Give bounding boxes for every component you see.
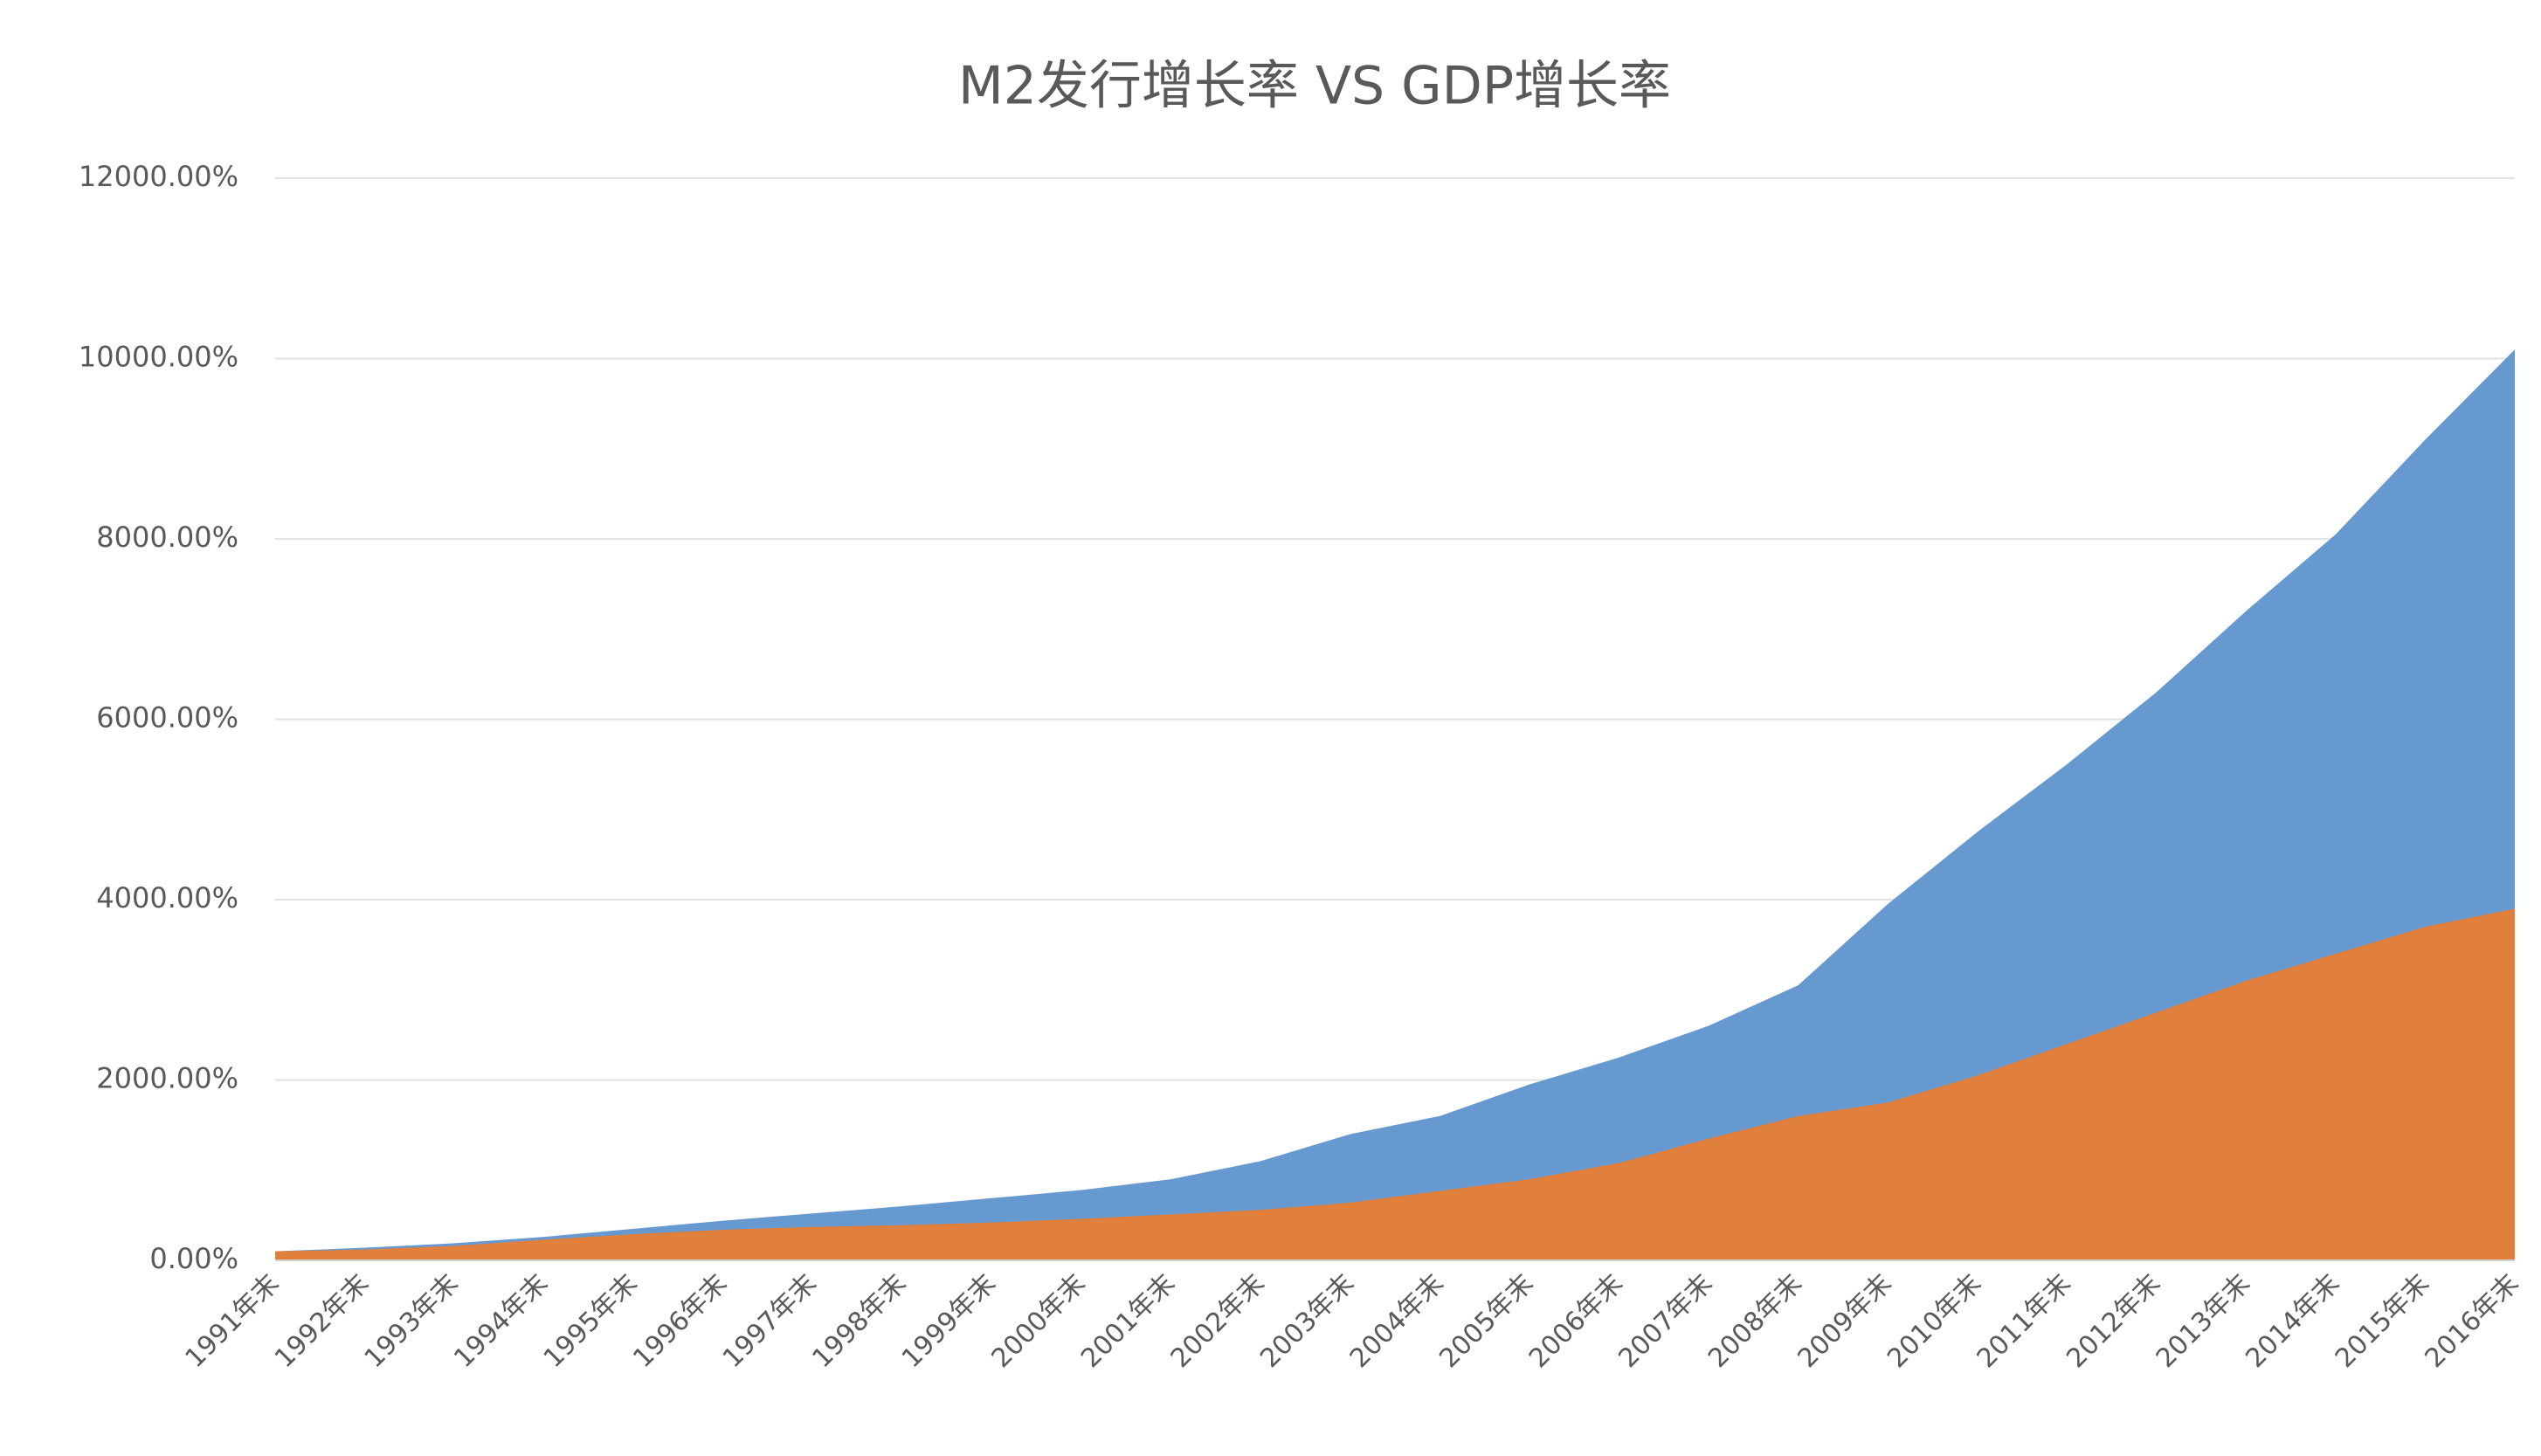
y-tick-label: 12000.00% bbox=[79, 160, 238, 193]
x-tick-label: 2014年末 bbox=[2240, 1268, 2345, 1374]
x-tick-label: 1997年末 bbox=[717, 1268, 823, 1374]
x-tick-label: 2008年末 bbox=[1702, 1268, 1808, 1374]
x-tick-label: 2015年末 bbox=[2330, 1268, 2435, 1374]
x-tick-label: 2003年末 bbox=[1254, 1268, 1360, 1374]
x-tick-label: 2013年末 bbox=[2151, 1268, 2256, 1374]
chart-title: M2发行增长率 VS GDP增长率 bbox=[958, 56, 1671, 117]
x-tick-label: 2011年末 bbox=[1971, 1268, 2077, 1374]
y-tick-label: 4000.00% bbox=[96, 881, 238, 914]
x-tick-label: 2007年末 bbox=[1612, 1268, 1718, 1374]
x-tick-label: 2004年末 bbox=[1344, 1268, 1450, 1374]
x-tick-label: 1993年末 bbox=[359, 1268, 465, 1374]
x-tick-label: 2009年末 bbox=[1792, 1268, 1898, 1374]
y-tick-label: 10000.00% bbox=[79, 341, 238, 374]
y-tick-label: 6000.00% bbox=[96, 701, 238, 735]
x-tick-label: 1995年末 bbox=[538, 1268, 644, 1374]
x-tick-label: 2002年末 bbox=[1165, 1268, 1271, 1374]
y-tick-label: 0.00% bbox=[149, 1242, 238, 1275]
x-tick-label: 2005年末 bbox=[1433, 1268, 1539, 1374]
x-tick-label: 1992年末 bbox=[269, 1268, 375, 1374]
x-tick-label: 1991年末 bbox=[179, 1268, 285, 1374]
x-tick-label: 2000年末 bbox=[986, 1268, 1092, 1374]
x-tick-label: 1999年末 bbox=[896, 1268, 1002, 1374]
x-tick-label: 1996年末 bbox=[627, 1268, 733, 1374]
x-tick-label: 1994年末 bbox=[448, 1268, 554, 1374]
y-tick-label: 8000.00% bbox=[96, 521, 238, 554]
area bbox=[275, 908, 2515, 1260]
area bbox=[275, 349, 2515, 1260]
x-tick-label: 1998年末 bbox=[806, 1268, 912, 1374]
x-tick-label: 2012年末 bbox=[2061, 1268, 2166, 1374]
x-tick-label: 2006年末 bbox=[1523, 1268, 1629, 1374]
x-tick-label: 2010年末 bbox=[1882, 1268, 1987, 1374]
x-tick-label: 2001年末 bbox=[1075, 1268, 1181, 1374]
x-tick-label: 2016年末 bbox=[2419, 1268, 2524, 1374]
y-tick-label: 2000.00% bbox=[96, 1062, 238, 1095]
